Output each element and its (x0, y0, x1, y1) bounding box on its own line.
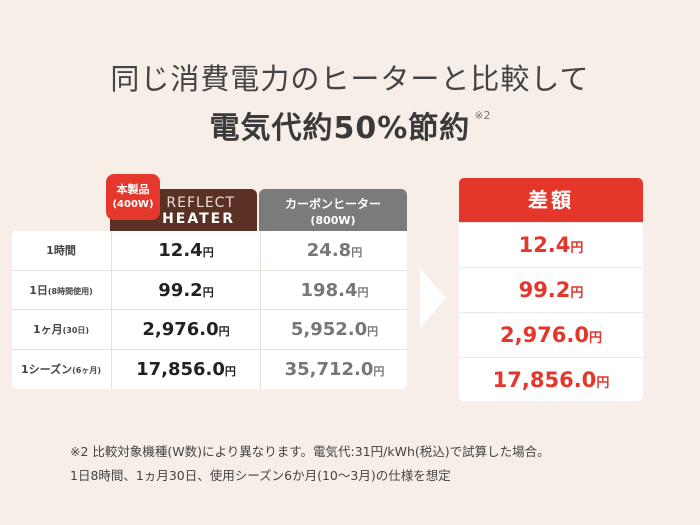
product-header-line1: REFLECT (166, 195, 235, 211)
carbon-cost: 5,952.0円 (260, 310, 407, 349)
carbon-cost: 24.8円 (260, 231, 407, 270)
table-row: 1ヶ月(30日) 2,976.0円 5,952.0円 (12, 309, 407, 349)
difference-value: 99.2円 (459, 267, 643, 312)
product-badge: 本製品 (400W) (106, 174, 160, 220)
footnote: ※2 比較対象機種(W数)により異なります。電気代:31円/kWh(税込)で試算… (70, 440, 670, 488)
subline-note: ※2 (474, 109, 491, 122)
product-cost: 99.2円 (111, 271, 260, 310)
comparison-table: 1時間 12.4円 24.8円 1日(8時間使用) 99.2円 198.4円 1… (12, 231, 407, 389)
footnote-line1: ※2 比較対象機種(W数)により異なります。電気代:31円/kWh(税込)で試算… (70, 444, 550, 459)
table-row: 1シーズン(6ヶ月) 17,856.0円 35,712.0円 (12, 349, 407, 389)
difference-value: 12.4円 (459, 222, 643, 267)
row-label: 1時間 (46, 244, 76, 257)
carbon-header-line2: (800W) (310, 214, 356, 227)
carbon-header-line1: カーボンヒーター (284, 197, 381, 211)
footnote-line2: 1日8時間、1ヵ月30日、使用シーズン6か月(10〜3月)の仕様を想定 (70, 468, 451, 483)
difference-header: 差額 (459, 178, 643, 222)
difference-value: 17,856.0円 (459, 357, 643, 401)
difference-panel: 差額 12.4円 99.2円 2,976.0円 17,856.0円 (459, 178, 643, 401)
table-row: 1時間 12.4円 24.8円 (12, 231, 407, 270)
carbon-cost: 198.4円 (260, 271, 407, 310)
arrow-right-icon (420, 268, 446, 328)
headline: 同じ消費電力のヒーターと比較して (110, 62, 590, 96)
badge-line1: 本製品 (116, 183, 150, 196)
row-label: 1日(8時間使用) (29, 284, 93, 297)
product-cost: 12.4円 (111, 231, 260, 270)
row-label: 1ヶ月(30日) (32, 323, 90, 336)
subline-main: 電気代約50%節約 (209, 111, 471, 146)
badge-line2: (400W) (112, 199, 154, 210)
row-label: 1シーズン(6ヶ月) (21, 363, 101, 376)
difference-value: 2,976.0円 (459, 312, 643, 357)
product-cost: 2,976.0円 (111, 310, 260, 349)
product-header-line2: HEATER (162, 211, 235, 227)
table-row: 1日(8時間使用) 99.2円 198.4円 (12, 270, 407, 310)
product-cost: 17,856.0円 (111, 350, 260, 389)
carbon-cost: 35,712.0円 (260, 350, 407, 389)
subline: 電気代約50%節約 ※2 (0, 103, 700, 147)
carbon-header: カーボンヒーター (800W) (259, 189, 407, 231)
